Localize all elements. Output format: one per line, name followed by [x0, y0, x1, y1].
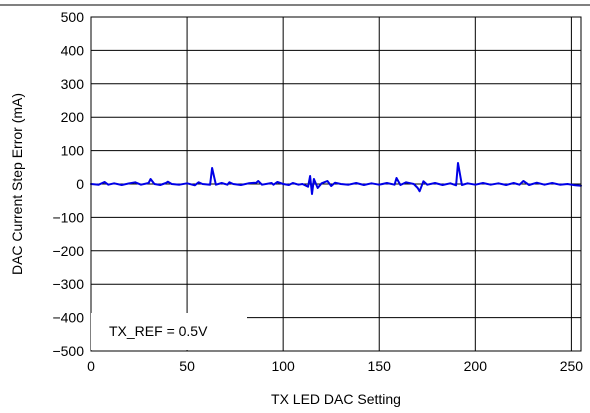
y-tick-label: −200 — [52, 243, 84, 259]
x-tick-label: 0 — [87, 358, 95, 374]
y-tick-label: 400 — [61, 42, 85, 58]
series-layer — [90, 162, 582, 195]
annotation-label: TX_REF = 0.5V — [109, 323, 208, 339]
y-tick-label: 100 — [61, 143, 85, 159]
annotation-background — [91, 313, 247, 350]
tick-labels: −500 −400 −300 −200 −100 0 100 200 300 400 500 0 50 1… — [52, 9, 583, 374]
y-tick-label: −400 — [52, 310, 84, 326]
y-tick-label: −100 — [52, 209, 84, 225]
x-tick-label: 50 — [179, 358, 195, 374]
y-tick-label: 0 — [76, 176, 84, 192]
y-tick-label: 300 — [61, 76, 85, 92]
x-tick-label: 200 — [464, 358, 488, 374]
y-tick-label: −500 — [52, 343, 84, 359]
x-axis-title: TX LED DAC Setting — [271, 391, 401, 407]
plot-frame — [90, 16, 582, 352]
series-line — [90, 162, 582, 195]
x-tick-label: 150 — [368, 358, 392, 374]
y-tick-label: −300 — [52, 276, 84, 292]
y-axis-title: DAC Current Step Error (mA) — [9, 93, 25, 275]
x-tick-label: 250 — [560, 358, 584, 374]
x-tick-label: 100 — [271, 358, 295, 374]
y-tick-label: 500 — [61, 9, 85, 25]
annotation-box: TX_REF = 0.5V — [91, 313, 247, 350]
y-tick-label: 200 — [61, 109, 85, 125]
